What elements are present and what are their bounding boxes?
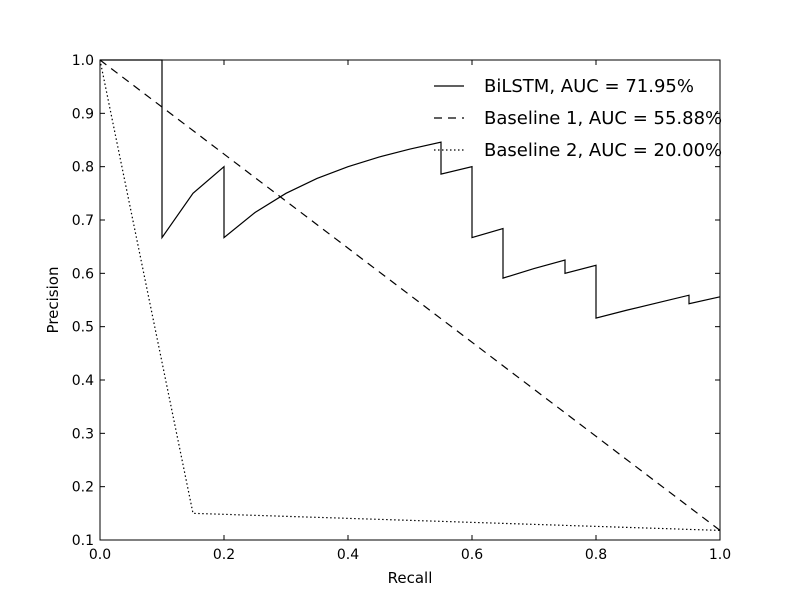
series-line-1 (100, 59, 721, 319)
x-tick-label: 1.0 (709, 547, 731, 563)
x-axis-label: Recall (388, 569, 433, 587)
x-tick-label: 0.6 (461, 547, 483, 563)
legend-label-1: BiLSTM, AUC = 71.95% (484, 76, 694, 97)
y-tick-label: 0.9 (72, 106, 94, 122)
y-tick-label: 0.5 (72, 320, 94, 336)
plot-frame (99, 59, 721, 541)
y-tick-label: 0.8 (72, 160, 94, 176)
y-tick-label: 0.2 (72, 480, 94, 496)
x-tick-label: 0.8 (585, 547, 607, 563)
legend-label-2: Baseline 1, AUC = 55.88% (484, 108, 722, 129)
y-tick-label: 0.6 (72, 266, 94, 282)
legend: BiLSTM, AUC = 71.95% Baseline 1, AUC = 55… (434, 76, 722, 161)
y-axis-label: Precision (44, 267, 62, 334)
x-tick-label: 0.2 (213, 547, 235, 563)
x-tick-label: 0.4 (337, 547, 359, 563)
y-tick-label: 0.3 (72, 426, 94, 442)
y-tick-label: 0.1 (72, 533, 94, 549)
y-tick-label: 1.0 (72, 53, 94, 69)
x-tick-label: 0.0 (89, 547, 111, 563)
y-tick-label: 0.7 (72, 213, 94, 229)
legend-label-3: Baseline 2, AUC = 20.00% (484, 140, 722, 161)
series-line-2 (100, 59, 721, 531)
plot-lines (100, 59, 721, 531)
axis-ticks: 0.0 0.2 0.4 0.6 0.8 1.0 0.1 0.2 0.3 0.4 0.5 0.6 0.7 0… (72, 53, 731, 563)
y-tick-label: 0.4 (72, 373, 94, 389)
